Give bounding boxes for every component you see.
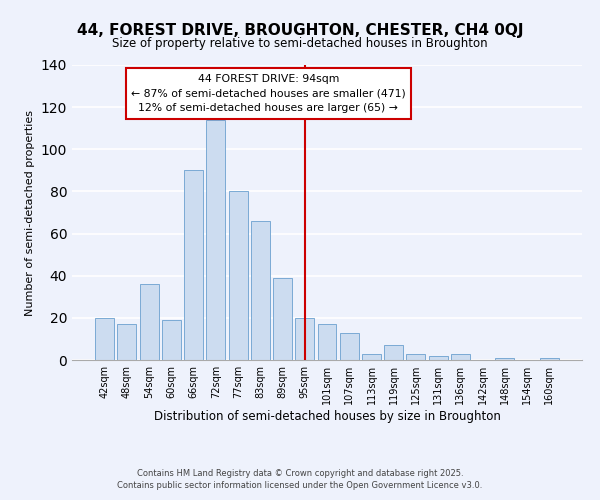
Bar xyxy=(496,358,514,360)
Text: Size of property relative to semi-detached houses in Broughton: Size of property relative to semi-detach… xyxy=(112,38,488,51)
Bar xyxy=(162,320,181,360)
Bar xyxy=(118,324,136,360)
Bar xyxy=(317,324,337,360)
Bar xyxy=(362,354,381,360)
Bar xyxy=(95,318,114,360)
Text: Contains HM Land Registry data © Crown copyright and database right 2025.
Contai: Contains HM Land Registry data © Crown c… xyxy=(118,468,482,490)
Bar xyxy=(229,192,248,360)
Bar xyxy=(429,356,448,360)
Text: 44 FOREST DRIVE: 94sqm
← 87% of semi-detached houses are smaller (471)
12% of se: 44 FOREST DRIVE: 94sqm ← 87% of semi-det… xyxy=(131,74,406,114)
Bar xyxy=(140,284,158,360)
Bar xyxy=(340,332,359,360)
Bar xyxy=(295,318,314,360)
Bar xyxy=(206,120,225,360)
Text: 44, FOREST DRIVE, BROUGHTON, CHESTER, CH4 0QJ: 44, FOREST DRIVE, BROUGHTON, CHESTER, CH… xyxy=(77,22,523,38)
Y-axis label: Number of semi-detached properties: Number of semi-detached properties xyxy=(25,110,35,316)
Bar xyxy=(540,358,559,360)
Bar xyxy=(384,345,403,360)
X-axis label: Distribution of semi-detached houses by size in Broughton: Distribution of semi-detached houses by … xyxy=(154,410,500,423)
Bar xyxy=(273,278,292,360)
Bar xyxy=(251,221,270,360)
Bar xyxy=(184,170,203,360)
Bar xyxy=(406,354,425,360)
Bar xyxy=(451,354,470,360)
